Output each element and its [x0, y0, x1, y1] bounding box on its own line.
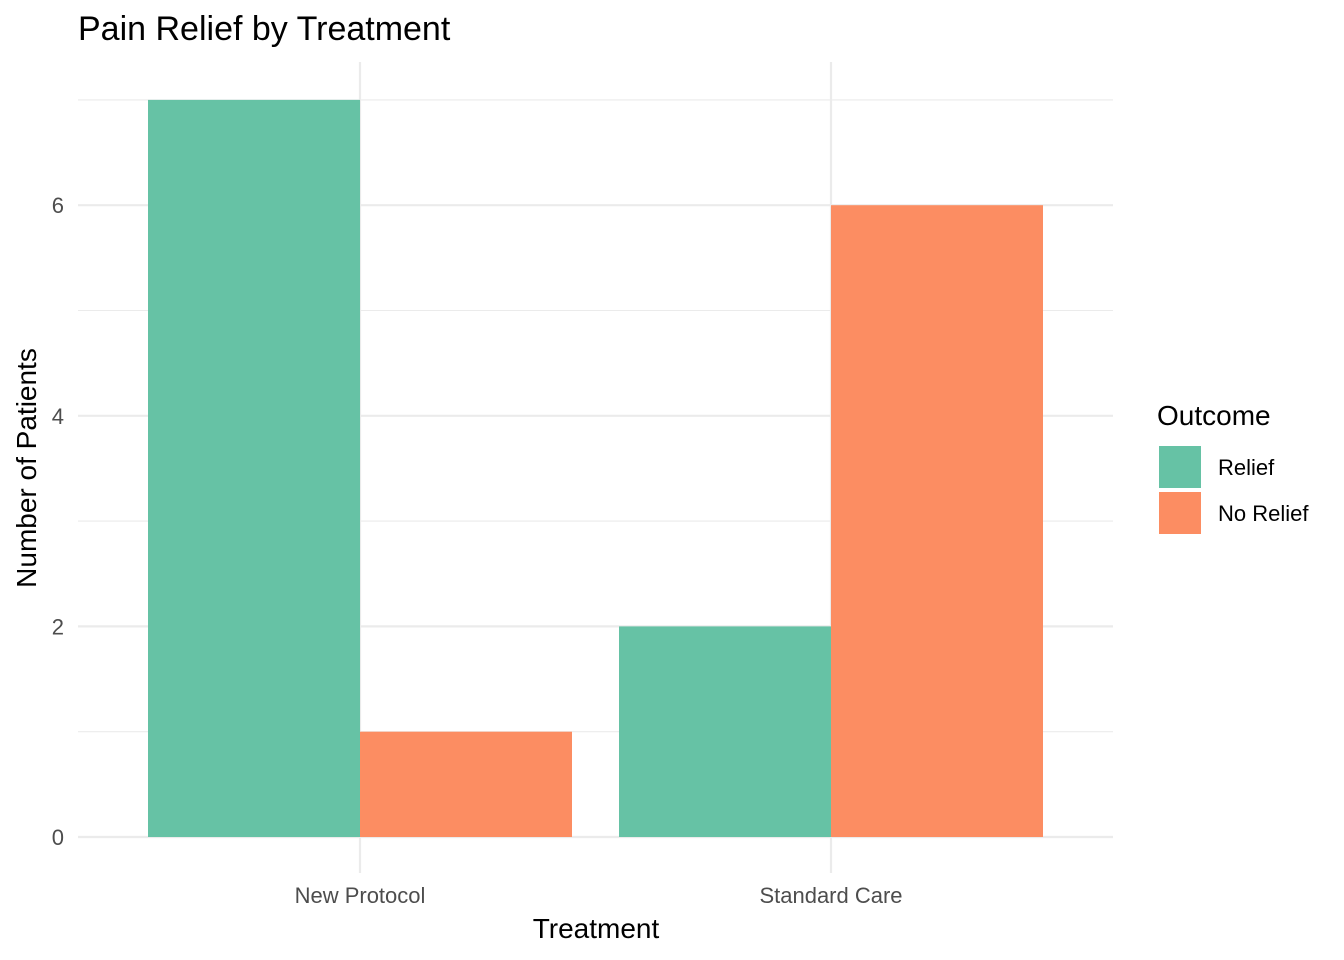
legend-swatch	[1159, 446, 1201, 488]
bar-relief-standard-care	[619, 626, 831, 837]
bar-no-relief-standard-care	[831, 205, 1043, 837]
legend-label: No Relief	[1218, 501, 1309, 526]
y-tick-label: 4	[52, 404, 64, 429]
x-tick-label: Standard Care	[759, 883, 902, 908]
chart-title: Pain Relief by Treatment	[78, 10, 451, 48]
bar-relief-new-protocol	[148, 99, 360, 837]
x-axis-ticks: New Protocol Standard Care	[295, 883, 903, 908]
y-tick-label: 6	[52, 193, 64, 218]
bar-no-relief-new-protocol	[360, 731, 572, 837]
legend-items: Relief No Relief	[1159, 446, 1309, 534]
x-axis-title: Treatment	[533, 913, 660, 944]
y-axis-ticks: 0 2 4 6	[52, 193, 64, 850]
bars	[148, 99, 1043, 837]
legend-label: Relief	[1218, 455, 1275, 480]
legend-swatch	[1159, 492, 1201, 534]
legend-title: Outcome	[1157, 400, 1271, 431]
y-tick-label: 2	[52, 614, 64, 639]
y-tick-label: 0	[52, 825, 64, 850]
y-axis-title: Number of Patients	[11, 348, 42, 588]
x-tick-label: New Protocol	[295, 883, 426, 908]
legend: Outcome Relief No Relief	[1157, 400, 1309, 534]
